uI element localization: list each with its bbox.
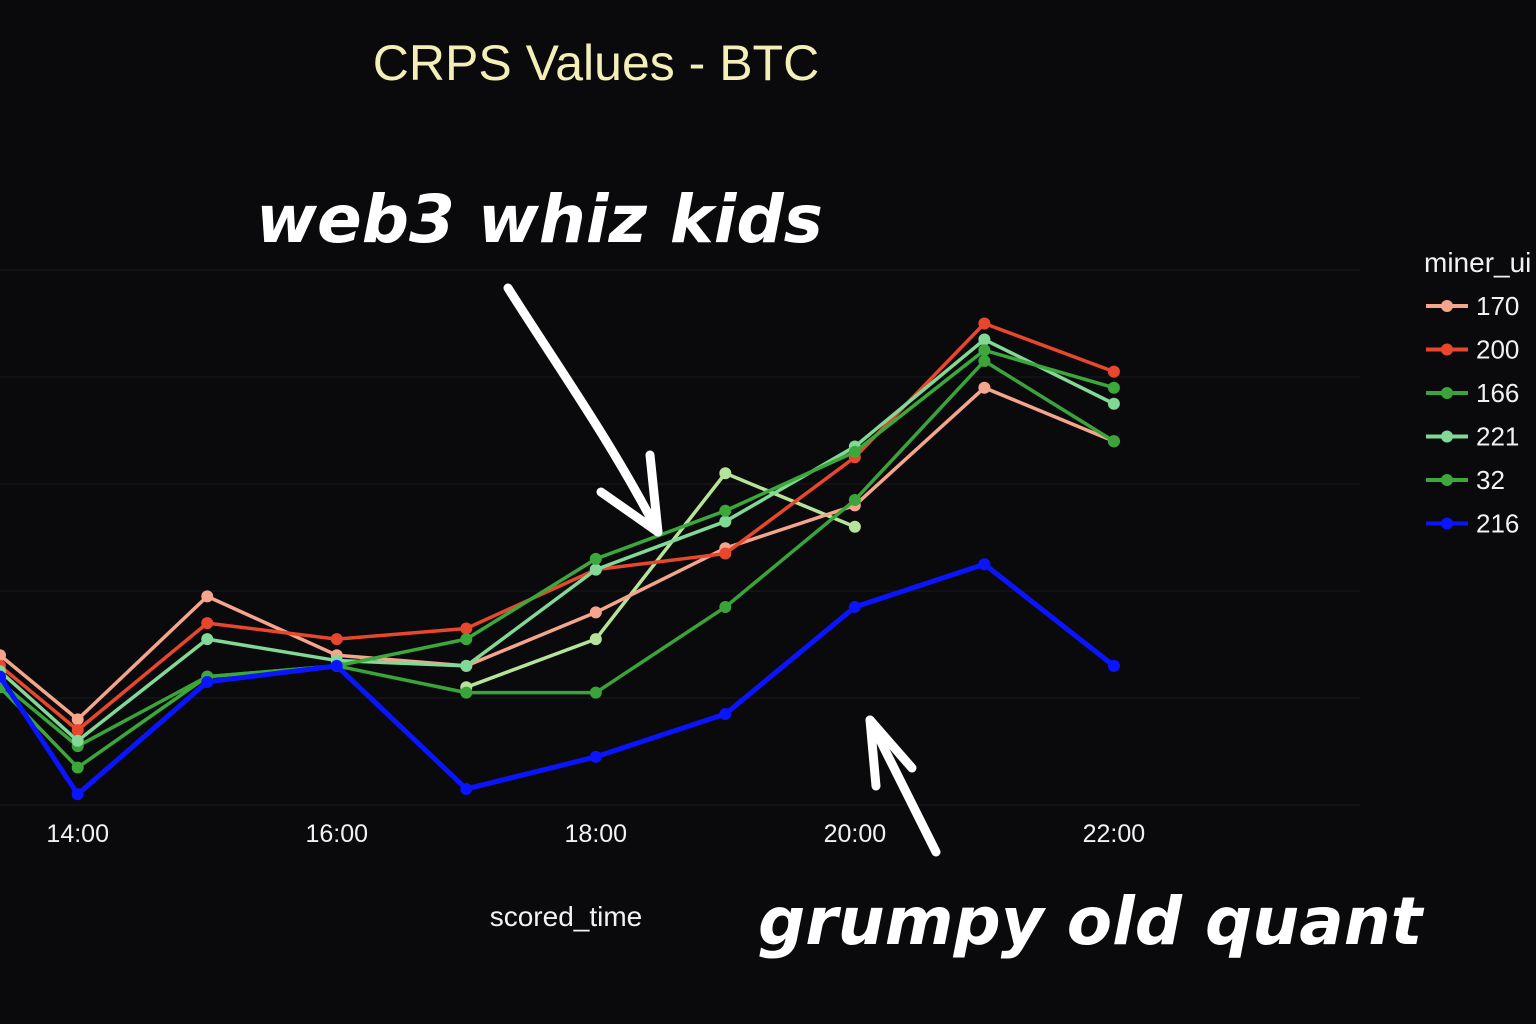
- series-line-extra-0: [465, 471, 856, 689]
- legend-item-170[interactable]: 170: [1426, 291, 1519, 321]
- data-point-32[interactable]: [589, 552, 602, 565]
- series-216: [0, 558, 1120, 801]
- annotation-bottom-text: grumpy old quant: [758, 883, 1425, 960]
- series-200: [0, 317, 1120, 737]
- series-32: [0, 344, 1120, 774]
- data-point-32[interactable]: [1107, 381, 1120, 394]
- series-line-32: [0, 348, 1115, 770]
- legend: miner_ui 170 200 166 221 32 216: [1424, 247, 1531, 539]
- data-point-32[interactable]: [71, 761, 84, 774]
- data-point-32[interactable]: [848, 445, 861, 458]
- series-line-216: [0, 561, 1116, 797]
- data-point-200[interactable]: [719, 547, 732, 560]
- legend-swatch-dot: [1441, 517, 1453, 530]
- legend-item-200[interactable]: 200: [1426, 335, 1519, 365]
- legend-label: 170: [1476, 291, 1519, 321]
- data-point-221[interactable]: [71, 734, 84, 747]
- data-point-216[interactable]: [848, 601, 861, 614]
- data-point-216[interactable]: [1107, 659, 1120, 672]
- data-point-extra-0[interactable]: [848, 520, 861, 533]
- chart-title: CRPS Values - BTC: [373, 35, 819, 91]
- series-extra-0: [460, 467, 861, 694]
- series-166: [0, 354, 1120, 753]
- data-point-221[interactable]: [201, 633, 214, 646]
- x-tick-label: 20:00: [824, 820, 887, 848]
- legend-swatch-dot: [1441, 343, 1453, 356]
- series-line-166: [0, 359, 1115, 748]
- x-axis-ticks: 14:00 16:00 18:00 20:00 22:00: [46, 820, 1145, 848]
- x-tick-label: 22:00: [1083, 820, 1146, 848]
- data-point-166[interactable]: [978, 354, 991, 367]
- x-tick-label: 18:00: [565, 820, 628, 848]
- legend-swatch-dot: [1441, 387, 1453, 399]
- data-point-216[interactable]: [460, 782, 473, 795]
- data-point-extra-0[interactable]: [719, 467, 732, 480]
- series-line-170: [0, 385, 1115, 722]
- data-point-221[interactable]: [978, 333, 991, 346]
- grid-layer: [0, 269, 1360, 806]
- data-point-216[interactable]: [589, 750, 602, 763]
- data-point-221[interactable]: [1107, 397, 1120, 410]
- data-point-170[interactable]: [978, 381, 991, 394]
- data-point-200[interactable]: [460, 622, 473, 635]
- data-point-216[interactable]: [978, 558, 991, 571]
- data-point-166[interactable]: [719, 601, 732, 614]
- data-point-32[interactable]: [719, 504, 732, 517]
- data-point-166[interactable]: [848, 494, 861, 507]
- data-point-166[interactable]: [589, 686, 602, 699]
- data-point-221[interactable]: [589, 563, 602, 576]
- data-point-170[interactable]: [0, 649, 6, 662]
- data-point-200[interactable]: [978, 317, 991, 330]
- data-point-166[interactable]: [460, 686, 473, 699]
- legend-swatch-dot: [1441, 474, 1453, 486]
- x-tick-label: 14:00: [46, 820, 109, 848]
- series-layer: [0, 317, 1120, 801]
- data-point-170[interactable]: [201, 590, 214, 603]
- data-point-extra-0[interactable]: [589, 633, 602, 646]
- legend-label: 166: [1476, 378, 1519, 408]
- legend-swatch-dot: [1441, 300, 1453, 312]
- legend-item-221[interactable]: 221: [1426, 422, 1519, 452]
- legend-label: 200: [1476, 335, 1519, 365]
- data-point-216[interactable]: [71, 788, 84, 801]
- legend-item-166[interactable]: 166: [1426, 378, 1519, 408]
- data-point-200[interactable]: [330, 633, 343, 646]
- data-point-200[interactable]: [1107, 365, 1120, 378]
- data-point-221[interactable]: [719, 515, 732, 528]
- annotation-top-arrow: [503, 283, 663, 537]
- legend-label: 221: [1476, 422, 1519, 452]
- data-point-32[interactable]: [978, 344, 991, 357]
- series-line-221: [0, 337, 1115, 743]
- data-point-32[interactable]: [460, 633, 473, 646]
- legend-item-32[interactable]: 32: [1426, 465, 1505, 495]
- x-tick-label: 16:00: [305, 820, 368, 848]
- data-point-216[interactable]: [330, 659, 343, 672]
- x-axis-title: scored_time: [490, 901, 643, 932]
- legend-item-216[interactable]: 216: [1426, 509, 1519, 539]
- data-point-170[interactable]: [589, 606, 602, 619]
- annotation-bottom-arrow: [865, 715, 941, 857]
- data-point-221[interactable]: [460, 659, 473, 672]
- data-point-200[interactable]: [201, 617, 214, 630]
- legend-label: 32: [1476, 465, 1505, 495]
- data-point-216[interactable]: [719, 708, 732, 721]
- legend-swatch-dot: [1441, 430, 1453, 443]
- data-point-170[interactable]: [71, 713, 84, 726]
- data-point-200[interactable]: [71, 724, 84, 737]
- data-point-166[interactable]: [1107, 435, 1120, 448]
- annotation-top-text: web3 whiz kids: [256, 181, 823, 258]
- series-170: [0, 381, 1120, 726]
- legend-title: miner_ui: [1424, 247, 1531, 278]
- data-point-216[interactable]: [0, 670, 6, 683]
- data-point-216[interactable]: [201, 675, 214, 688]
- legend-label: 216: [1476, 509, 1519, 539]
